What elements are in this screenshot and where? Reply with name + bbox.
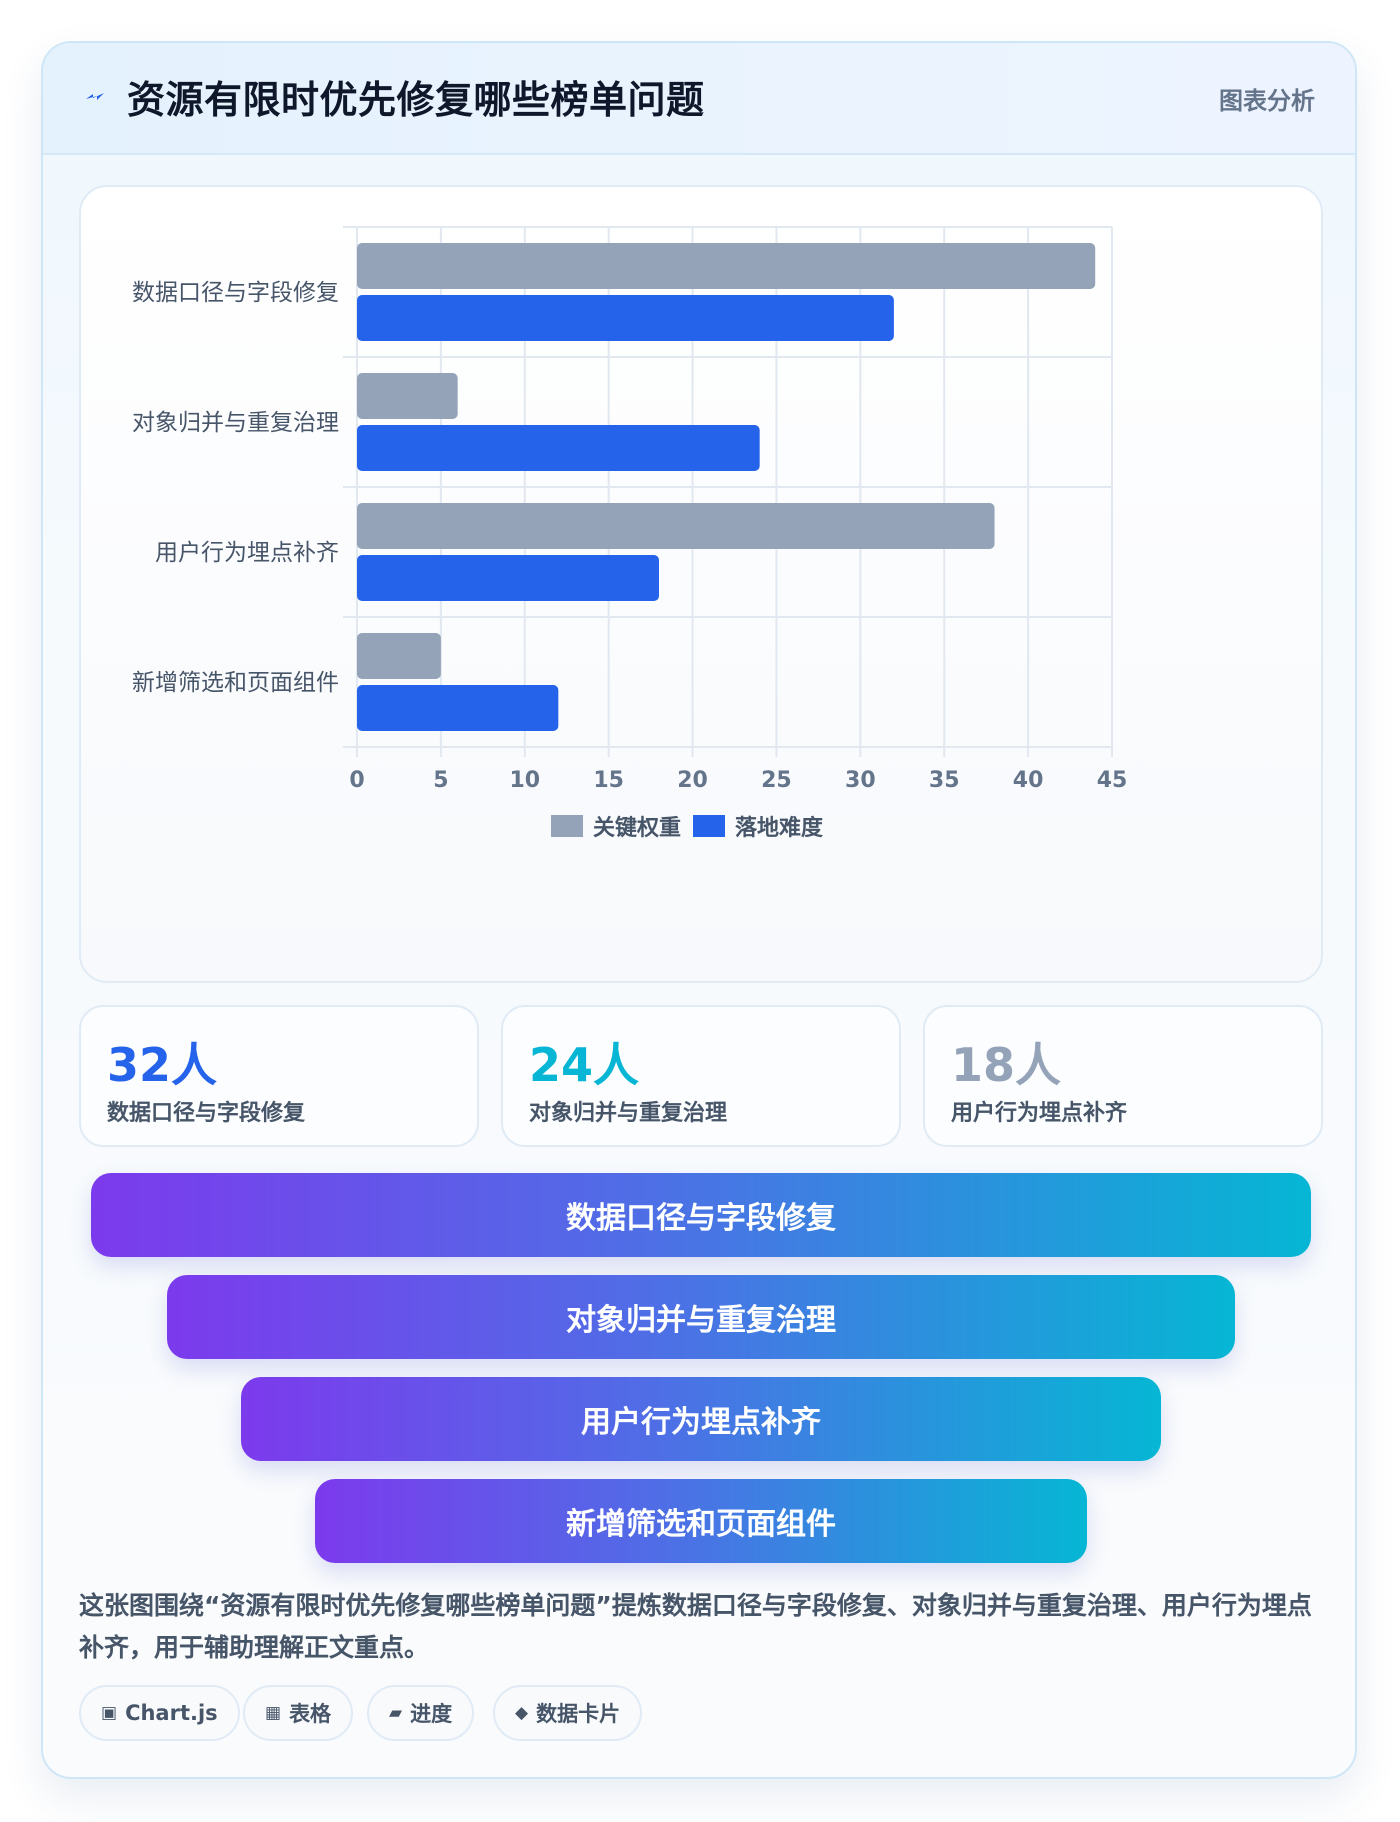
- stat-value: 32人: [107, 1038, 218, 1092]
- stat-value: 18人: [951, 1038, 1062, 1092]
- chart-analysis-badge: 图表分析: [1219, 87, 1315, 115]
- bar-key-weight: [357, 243, 1096, 289]
- stat-label: 对象归并与重复治理: [529, 1101, 728, 1126]
- stat-label: 数据口径与字段修复: [107, 1101, 306, 1126]
- legend-label: 关键权重: [593, 815, 681, 841]
- card-header: 资源有限时优先修复哪些榜单问题 图表分析: [43, 43, 1355, 155]
- bar-difficulty: [357, 685, 559, 731]
- legend-label: 落地难度: [735, 815, 824, 841]
- bar-difficulty: [357, 425, 760, 471]
- x-tick-label: 20: [677, 768, 708, 793]
- x-tick-label: 30: [845, 768, 876, 793]
- bar-chart-panel: 0 5 10 15 20 25 30 35 40 45 数据口径与字段修复 对象归并与重复治理用户行为…: [79, 185, 1323, 983]
- chart-icon: ▣: [101, 1703, 118, 1723]
- stat-label: 用户行为埋点补齐: [951, 1101, 1128, 1126]
- bar-key-weight: [357, 373, 458, 419]
- y-category-label: 对象归并与重复治理: [132, 410, 339, 436]
- bar-difficulty: [357, 555, 659, 601]
- funnel-step: 对象归并与重复治理: [167, 1275, 1235, 1359]
- x-tick-label: 5: [433, 768, 448, 793]
- stat-value: 24人: [529, 1038, 640, 1092]
- table-icon: ▦: [265, 1703, 282, 1723]
- funnel-step: 数据口径与字段修复: [91, 1173, 1311, 1257]
- y-category-label: 用户行为埋点补齐: [155, 540, 339, 566]
- tag-label: 表格: [289, 1702, 332, 1726]
- x-tick-label: 45: [1097, 768, 1128, 793]
- progress-icon: ▰: [389, 1703, 403, 1723]
- chart-card-container: 资源有限时优先修复哪些榜单问题 图表分析 0 5 10 15 20 25 30 35 40 45 数…: [41, 41, 1357, 1779]
- tag-chartjs[interactable]: ▣ Chart.js: [79, 1685, 240, 1741]
- x-tick-label: 15: [593, 768, 624, 793]
- tag-table[interactable]: ▦ 表格: [243, 1685, 354, 1741]
- x-tick-label: 0: [349, 768, 364, 793]
- stat-card: 32人 数据口径与字段修复: [79, 1005, 479, 1147]
- x-tick-label: 35: [929, 768, 960, 793]
- x-tick-label: 25: [761, 768, 792, 793]
- stat-card: 18人 用户行为埋点补齐: [923, 1005, 1323, 1147]
- page-title: 资源有限时优先修复哪些榜单问题: [127, 78, 705, 122]
- bar-chart: 0 5 10 15 20 25 30 35 40 45 数据口径与字段修复对象归并与重复治理用户行为…: [132, 226, 1128, 841]
- legend-swatch: [551, 815, 583, 837]
- bar-key-weight: [357, 503, 995, 549]
- tag-label: 数据卡片: [536, 1702, 621, 1726]
- funnel-step: 用户行为埋点补齐: [241, 1377, 1161, 1461]
- data-card-icon: ◆: [515, 1703, 529, 1723]
- tag-data-card[interactable]: ◆ 数据卡片: [493, 1685, 643, 1741]
- bar-difficulty: [357, 295, 894, 341]
- stat-card: 24人 对象归并与重复治理: [501, 1005, 901, 1147]
- x-tick-label: 10: [509, 768, 540, 793]
- lightning-icon: [86, 93, 104, 100]
- legend-swatch: [693, 815, 725, 837]
- funnel-step: 新增筛选和页面组件: [315, 1479, 1087, 1563]
- tag-label: Chart.js: [125, 1701, 218, 1725]
- y-category-label: 数据口径与字段修复: [132, 280, 339, 306]
- bar-key-weight: [357, 633, 441, 679]
- x-tick-label: 40: [1013, 768, 1044, 793]
- y-category-label: 新增筛选和页面组件: [132, 670, 339, 696]
- tag-progress[interactable]: ▰ 进度: [367, 1685, 475, 1741]
- chart-description: 这张图围绕“资源有限时优先修复哪些榜单问题”提炼数据口径与字段修复、对象归并与重…: [79, 1591, 1312, 1662]
- tag-label: 进度: [410, 1702, 453, 1726]
